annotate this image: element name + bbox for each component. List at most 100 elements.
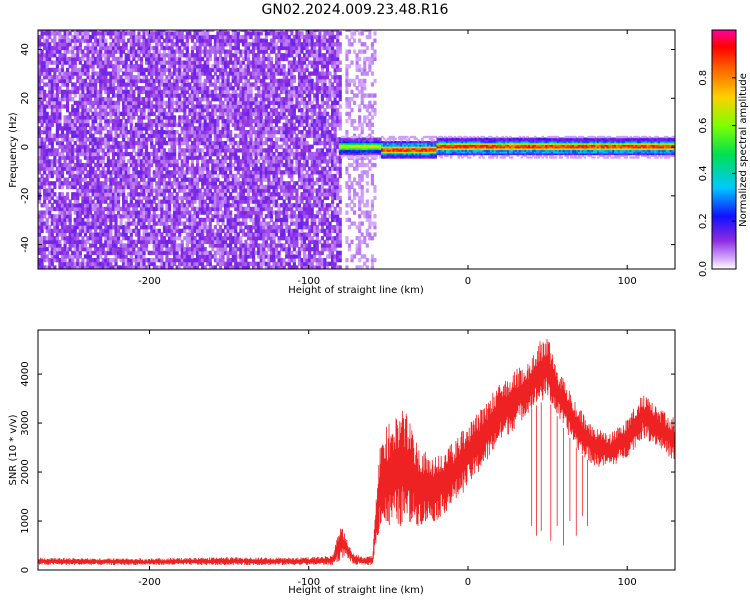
spectrogram-cell bbox=[203, 247, 207, 252]
spectrogram-cell bbox=[119, 214, 123, 219]
spectrogram-cell bbox=[193, 170, 197, 175]
spectrogram-cell bbox=[68, 173, 72, 179]
spectrogram-cell bbox=[145, 104, 149, 109]
spectrogram-cell bbox=[167, 177, 172, 182]
spectrogram-cell bbox=[213, 111, 217, 116]
spectrogram-cell bbox=[139, 261, 144, 266]
spectrogram-cell bbox=[257, 140, 261, 146]
spectrogram-cell bbox=[216, 67, 220, 73]
spectrogram-cell bbox=[114, 192, 118, 197]
spectrogram-cell bbox=[198, 203, 202, 208]
spectrogram-cell bbox=[221, 78, 225, 84]
spectrogram-cell bbox=[216, 203, 220, 208]
spectrogram-cell bbox=[83, 100, 88, 105]
spectrogram-cell bbox=[160, 236, 164, 241]
spectrogram-cell bbox=[226, 166, 230, 171]
spectrogram-cell bbox=[81, 162, 85, 168]
spectrogram-cell bbox=[83, 133, 88, 138]
spectrogram-cell bbox=[81, 100, 85, 105]
spectrogram-cell bbox=[226, 254, 230, 259]
spectrogram-cell bbox=[122, 170, 126, 175]
spectrogram-cell bbox=[193, 30, 197, 32]
spectrogram-cell bbox=[101, 108, 105, 113]
spectrogram-cell bbox=[162, 217, 166, 223]
spectrogram-cell bbox=[231, 155, 235, 160]
spectrogram-cell bbox=[178, 203, 182, 208]
spectrogram-cell bbox=[213, 254, 217, 259]
spectrogram-cell bbox=[254, 217, 258, 223]
spectrogram-cell bbox=[71, 129, 75, 135]
spectrogram-cell bbox=[183, 89, 187, 95]
spectrogram-cell bbox=[50, 236, 54, 241]
spectrogram-cell bbox=[116, 228, 121, 234]
spectrogram-cell bbox=[239, 250, 243, 255]
spectrogram-cell bbox=[71, 30, 75, 32]
spectrogram-cell bbox=[73, 53, 77, 58]
spectrogram-cell bbox=[203, 155, 207, 160]
spectrogram-cell bbox=[198, 56, 202, 62]
spectrogram-cell bbox=[221, 64, 225, 69]
spectrogram-cell bbox=[234, 133, 238, 138]
spectrogram-cell bbox=[119, 60, 123, 65]
spectrogram-cell bbox=[211, 203, 215, 208]
spectrogram-cell bbox=[183, 75, 187, 80]
spectrogram-cell bbox=[178, 75, 182, 80]
spectrogram-cell bbox=[139, 225, 144, 230]
spectrogram-cell bbox=[53, 265, 57, 269]
spectrogram-cell bbox=[137, 38, 141, 43]
spectrogram-cell bbox=[218, 166, 223, 171]
spectrogram-cell bbox=[78, 75, 82, 80]
spectrogram-cell bbox=[43, 210, 47, 215]
spectrogram-cell bbox=[104, 184, 108, 190]
spectrogram-cell bbox=[142, 177, 146, 182]
spectrogram-cell bbox=[66, 170, 70, 175]
spectrogram-cell bbox=[178, 173, 182, 179]
spectrogram-cell bbox=[150, 30, 154, 32]
spectrogram-cell bbox=[262, 192, 266, 197]
spectrogram-cell bbox=[119, 31, 123, 36]
spectrogram-cell bbox=[71, 258, 75, 263]
spectrogram-cell bbox=[226, 173, 230, 179]
spectrogram-cell bbox=[165, 247, 169, 252]
spectrogram-cell bbox=[129, 100, 133, 105]
spectrogram-cell bbox=[252, 100, 256, 105]
spectrogram-cell bbox=[231, 225, 235, 230]
spectrogram-cell bbox=[201, 181, 205, 186]
spectrogram-cell bbox=[257, 133, 261, 138]
spectrogram-cell bbox=[139, 188, 144, 193]
spectrogram-cell bbox=[269, 151, 274, 157]
spectrogram-cell bbox=[229, 228, 233, 234]
spectrogram-cell bbox=[43, 30, 47, 32]
spectrogram-cell bbox=[76, 75, 80, 80]
spectrogram-cell bbox=[264, 155, 268, 160]
spectrogram-cell bbox=[264, 184, 268, 190]
spectrogram-cell bbox=[221, 228, 225, 234]
spectrogram-cell bbox=[226, 155, 230, 160]
spectrogram-cell bbox=[137, 199, 141, 204]
spectrogram-cell bbox=[226, 217, 230, 223]
spectrogram-cell bbox=[111, 111, 116, 116]
spectrogram-cell bbox=[137, 258, 141, 263]
spectrogram-cell bbox=[88, 210, 93, 215]
spectrogram-cell bbox=[183, 30, 187, 32]
spectrogram-cell bbox=[267, 42, 271, 47]
spectrogram-cell bbox=[224, 203, 228, 208]
spectrogram-cell bbox=[165, 258, 169, 263]
spectrogram-cell bbox=[157, 173, 161, 179]
spectrogram-cell bbox=[264, 228, 268, 234]
spectrogram-cell bbox=[254, 56, 258, 62]
spectrogram-cell bbox=[257, 173, 261, 179]
spectrogram-cell bbox=[195, 243, 200, 248]
spectrogram-cell bbox=[91, 221, 95, 226]
spectrogram-cell bbox=[234, 228, 238, 234]
spectrogram-cell bbox=[58, 45, 62, 51]
spectrogram-cell bbox=[66, 115, 70, 120]
spectrogram-cell bbox=[150, 71, 154, 76]
spectrogram-cell bbox=[134, 82, 138, 87]
spectrogram-cell bbox=[78, 184, 82, 190]
spectrogram-cell bbox=[249, 155, 253, 160]
spectrogram-cell bbox=[116, 71, 121, 76]
spectrogram-cell bbox=[267, 82, 271, 87]
spectrogram-cell bbox=[68, 159, 72, 164]
spectrogram-cell bbox=[137, 261, 141, 266]
